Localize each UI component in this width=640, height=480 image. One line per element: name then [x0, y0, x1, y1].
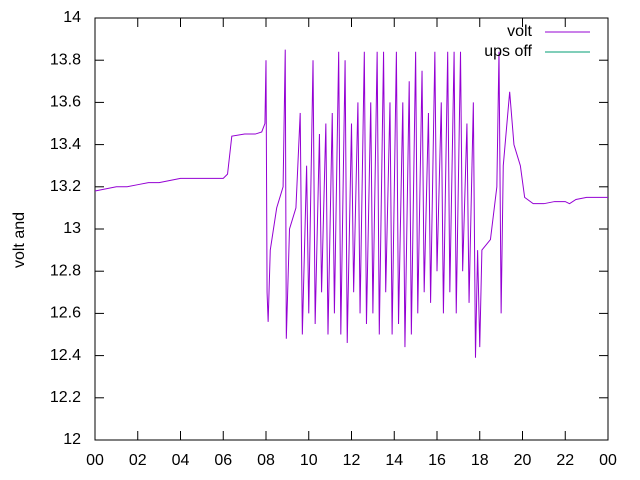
x-tick-label: 00: [86, 452, 104, 469]
x-tick-label: 08: [257, 452, 275, 469]
data-line: [94, 49, 608, 358]
y-tick-label: 13.4: [50, 136, 81, 153]
y-tick-label: 13.8: [50, 51, 81, 68]
x-tick-label: 00: [599, 452, 617, 469]
x-tick-label: 02: [129, 452, 147, 469]
y-tick-label: 13.2: [50, 178, 81, 195]
y-tick-label: 12.6: [50, 305, 81, 322]
y-tick-label: 13.6: [50, 94, 81, 111]
y-tick-label: 12.4: [50, 347, 81, 364]
y-tick-label: 12.8: [50, 262, 81, 279]
legend-label: volt: [507, 23, 532, 40]
plot-frame: [94, 17, 609, 441]
x-tick-label: 10: [300, 452, 318, 469]
x-tick-label: 22: [556, 452, 574, 469]
x-tick-label: 20: [514, 452, 532, 469]
x-tick-label: 04: [172, 452, 190, 469]
x-tick-label: 06: [214, 452, 232, 469]
x-tick-label: 18: [471, 452, 489, 469]
y-tick-label: 12: [63, 431, 81, 448]
y-tick-label: 13: [63, 220, 81, 237]
legend-label: ups off: [484, 43, 532, 60]
y-tick-label: 14: [63, 9, 81, 26]
x-tick-label: 14: [385, 452, 403, 469]
x-tick-label: 16: [428, 452, 446, 469]
y-tick-label: 12.2: [50, 389, 81, 406]
x-tick-label: 12: [343, 452, 361, 469]
y-axis-label: volt and: [11, 212, 28, 268]
